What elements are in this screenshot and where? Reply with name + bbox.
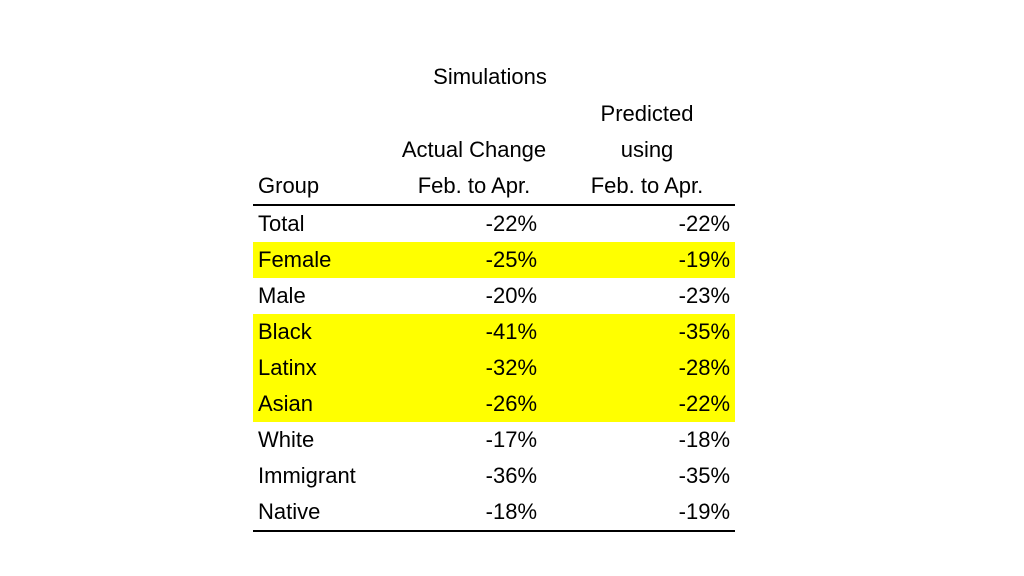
actual-change-cell: -26%: [389, 386, 559, 422]
predicted-cell: -28%: [559, 350, 735, 386]
actual-change-cell: -36%: [485, 463, 537, 488]
header-group: Group: [253, 168, 389, 206]
table-row: White -17% -18%: [253, 422, 735, 458]
predicted-cell: -35%: [559, 314, 735, 350]
header-spacer: [253, 132, 389, 168]
header-predicted-line3: Feb. to Apr.: [559, 168, 735, 206]
group-cell: Asian: [253, 386, 389, 422]
actual-change-cell: -20%: [485, 283, 537, 308]
header-spacer: [253, 96, 389, 132]
actual-change-cell: -25%: [389, 242, 559, 278]
group-cell: Black: [253, 314, 389, 350]
header-spacer: [389, 96, 559, 132]
group-cell: White: [258, 427, 315, 452]
predicted-cell: -22%: [559, 386, 735, 422]
predicted-cell: -19%: [559, 242, 735, 278]
table-row: Asian -26% -22%: [253, 386, 735, 422]
table-row: Native -18% -19%: [253, 494, 735, 532]
predicted-cell: -22%: [678, 211, 730, 236]
table-row: Latinx -32% -28%: [253, 350, 735, 386]
actual-change-cell: -17%: [485, 427, 537, 452]
group-cell: Immigrant: [258, 463, 356, 488]
actual-change-cell: -41%: [389, 314, 559, 350]
table-row: Total -22% -22%: [253, 205, 735, 242]
table-row: Black -41% -35%: [253, 314, 735, 350]
header-actual-line1: Actual Change: [401, 137, 547, 162]
header-actual-line2: Feb. to Apr.: [389, 168, 559, 206]
header-predicted-line2: using: [620, 137, 674, 162]
table-row: Female -25% -19%: [253, 242, 735, 278]
group-cell: Female: [253, 242, 389, 278]
predicted-cell: -35%: [678, 463, 730, 488]
actual-change-cell: -18%: [389, 494, 559, 532]
header-predicted-line1: Predicted: [600, 101, 694, 126]
predicted-cell: -19%: [559, 494, 735, 532]
table-row: Immigrant -36% -35%: [253, 458, 735, 494]
group-cell: Total: [258, 211, 305, 236]
predicted-cell: -23%: [678, 283, 730, 308]
results-table: Predicted Actual Change using Group Feb.…: [253, 96, 735, 532]
group-cell: Latinx: [253, 350, 389, 386]
group-cell: Native: [253, 494, 389, 532]
actual-change-cell: -32%: [389, 350, 559, 386]
actual-change-cell: -22%: [485, 211, 537, 236]
super-header-simulations: Simulations: [433, 64, 547, 89]
table-row: Male -20% -23%: [253, 278, 735, 314]
predicted-cell: -18%: [678, 427, 730, 452]
group-cell: Male: [258, 283, 306, 308]
